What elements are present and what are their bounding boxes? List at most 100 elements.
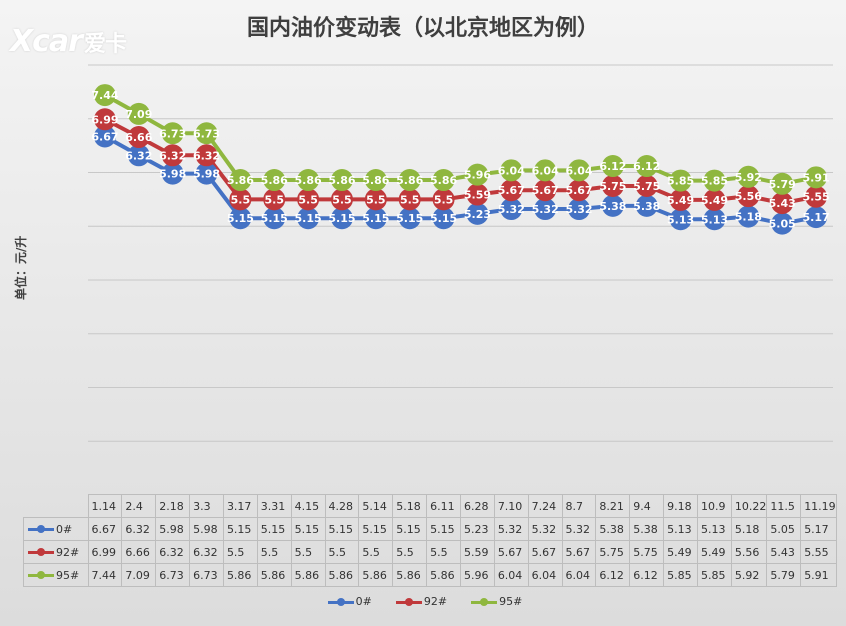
table-cell: 5.23 (459, 517, 495, 541)
data-point (432, 188, 455, 211)
data-label: 6.32 (159, 149, 186, 162)
table-cell: 5.79 (766, 563, 802, 587)
logo-cn: 爱卡 (83, 32, 127, 57)
data-label: 5.86 (430, 174, 457, 187)
table-cell: 5.15 (358, 517, 394, 541)
table-cell: 5.98 (155, 517, 191, 541)
data-point (534, 159, 557, 182)
data-point (229, 207, 252, 230)
legend-swatch (395, 597, 422, 606)
data-point (635, 174, 658, 197)
data-labels: 6.67 6.32 5.98 5.98 5.15 5.15 5.15 5.15 5.15 5.15… (91, 89, 829, 230)
data-label: 5.15 (396, 212, 423, 225)
data-label: 6.04 (498, 164, 525, 177)
data-point (771, 172, 794, 195)
table-cell: 5.13 (696, 517, 732, 541)
data-label: 6.04 (532, 164, 559, 177)
data-point (771, 212, 794, 235)
data-point (195, 144, 218, 167)
data-point (195, 122, 218, 145)
data-label: 6.73 (193, 127, 220, 140)
data-point (500, 198, 523, 221)
data-point (737, 165, 760, 188)
data-point (500, 179, 523, 202)
table-cell: 5.5 (358, 540, 394, 564)
data-point (93, 84, 116, 107)
data-label: 7.44 (91, 89, 118, 102)
data-point (127, 102, 150, 125)
data-point (805, 206, 828, 229)
data-label: 5.5 (332, 193, 352, 206)
table-cell: 5.85 (663, 563, 698, 587)
table-cell: 5.17 (800, 517, 837, 541)
data-point (601, 155, 624, 178)
data-label: 5.67 (565, 184, 592, 197)
data-point (568, 159, 591, 182)
table-cell: 6.12 (595, 563, 631, 587)
series-swatch (28, 548, 54, 556)
legend-item: 0# (324, 595, 372, 608)
series-points (93, 84, 828, 235)
table-cell: 6.73 (189, 563, 224, 587)
table-cell: 5.15 (426, 517, 461, 541)
data-label: 5.5 (366, 193, 386, 206)
data-point (432, 207, 455, 230)
table-cell: 5.59 (459, 540, 495, 564)
data-point (635, 155, 658, 178)
data-label: 5.32 (565, 203, 592, 216)
gridlines (88, 64, 833, 442)
table-corner (23, 494, 89, 518)
data-label: 5.98 (159, 168, 186, 181)
data-label: 5.55 (802, 191, 829, 204)
table-cell: 5.15 (256, 517, 292, 541)
data-point (398, 207, 421, 230)
table-cell: 5.86 (256, 563, 292, 587)
data-label: 5.86 (295, 174, 322, 187)
table-row: 92# 6.99 6.66 6.32 6.32 5.5 5.5 5.5 5.5 5.5 5.5 5.5… (23, 540, 837, 564)
data-point (93, 125, 116, 148)
data-point (466, 163, 489, 186)
category-label: 7.10 (493, 494, 529, 518)
table-cell: 5.5 (392, 540, 428, 564)
data-label: 5.15 (261, 212, 288, 225)
data-point (601, 194, 624, 217)
table-cell: 5.5 (222, 540, 258, 564)
table-cell: 5.15 (392, 517, 428, 541)
data-label: 5.05 (769, 218, 796, 231)
data-label: 5.15 (227, 212, 254, 225)
table-cell: 5.98 (189, 517, 224, 541)
data-label: 6.67 (91, 130, 118, 143)
data-label: 5.56 (735, 190, 762, 203)
data-point (364, 207, 387, 230)
table-cell: 5.15 (290, 517, 326, 541)
category-label: 4.28 (324, 494, 360, 518)
data-point (669, 169, 692, 192)
data-point (703, 169, 726, 192)
logo-latin: Xcar (10, 24, 83, 59)
data-point (669, 208, 692, 231)
data-label: 5.85 (701, 175, 728, 188)
data-label: 5.86 (328, 174, 355, 187)
data-point (398, 169, 421, 192)
data-label: 7.09 (125, 108, 152, 121)
table-cell: 7.09 (121, 563, 157, 587)
table-cell: 5.15 (324, 517, 360, 541)
data-point (669, 188, 692, 211)
data-point (364, 188, 387, 211)
data-label: 5.75 (599, 180, 626, 193)
data-point (297, 207, 320, 230)
table-cell: 5.38 (629, 517, 665, 541)
table-cell: 5.86 (324, 563, 360, 587)
data-label: 6.73 (159, 127, 186, 140)
data-label: 6.32 (193, 149, 220, 162)
table-cell: 6.04 (561, 563, 597, 587)
table-cell: 5.05 (766, 517, 802, 541)
data-label: 6.04 (565, 164, 592, 177)
table-cell: 5.91 (800, 563, 837, 587)
data-label: 5.67 (498, 184, 525, 197)
table-cell: 5.32 (561, 517, 597, 541)
data-label: 5.13 (701, 213, 728, 226)
category-label: 6.28 (459, 494, 495, 518)
legend-swatch (327, 597, 354, 606)
table-cell: 5.85 (696, 563, 732, 587)
